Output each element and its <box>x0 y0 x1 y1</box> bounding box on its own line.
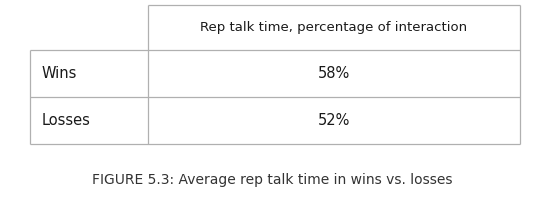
Text: Wins: Wins <box>42 66 77 81</box>
Text: Rep talk time, percentage of interaction: Rep talk time, percentage of interaction <box>200 21 468 34</box>
Text: Losses: Losses <box>42 113 91 128</box>
Text: 58%: 58% <box>318 66 350 81</box>
Text: 52%: 52% <box>318 113 350 128</box>
Text: FIGURE 5.3: Average rep talk time in wins vs. losses: FIGURE 5.3: Average rep talk time in win… <box>92 173 453 187</box>
